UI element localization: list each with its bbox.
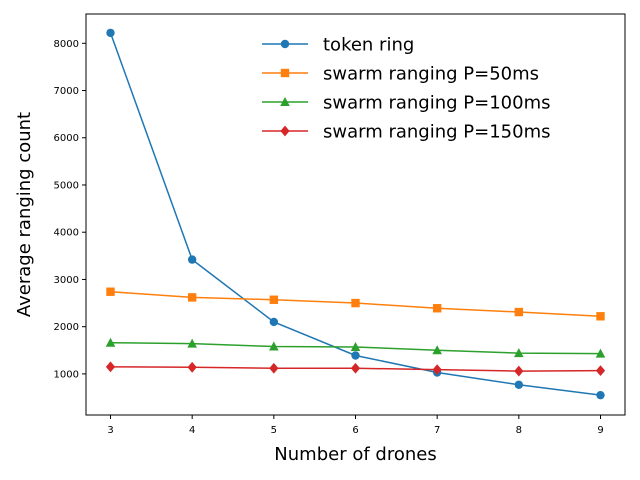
legend-label: token ring	[323, 35, 414, 56]
x-tick-label: 8	[516, 425, 522, 436]
data-point	[350, 341, 361, 351]
data-point	[106, 28, 115, 38]
y-tick-label: 3000	[54, 275, 79, 286]
legend-item: swarm ranging P=150ms	[262, 122, 551, 143]
legend-marker	[280, 125, 290, 137]
y-tick-label: 5000	[54, 180, 79, 191]
plot-layer	[105, 28, 606, 400]
series-2	[105, 337, 606, 358]
data-point	[595, 348, 606, 358]
data-point	[514, 365, 524, 377]
y-tick-label: 1000	[54, 369, 79, 380]
data-point	[105, 361, 116, 373]
data-point	[595, 365, 606, 377]
y-tick-label: 8000	[54, 39, 79, 50]
legend: token ring swarm ranging P=50ms swarm rang…	[262, 35, 551, 143]
legend-item: swarm ranging P=50ms	[262, 64, 539, 85]
data-point	[596, 312, 605, 321]
data-point	[269, 341, 279, 351]
y-axis-ticks: 1000 2000 3000 4000 5000 6000 7000 8000	[54, 39, 86, 380]
x-tick-label: 9	[597, 425, 603, 436]
y-tick-label: 2000	[54, 322, 79, 333]
data-point	[187, 293, 197, 302]
data-point	[187, 361, 197, 373]
data-point	[106, 287, 115, 296]
data-point	[432, 345, 442, 355]
data-point	[351, 298, 360, 308]
series-0	[106, 28, 605, 400]
data-point	[105, 337, 116, 347]
x-tick-label: 7	[434, 425, 440, 436]
data-point	[269, 295, 279, 304]
data-point	[514, 380, 524, 389]
data-point	[351, 351, 360, 360]
series-1	[106, 287, 605, 321]
x-axis-label: Number of drones	[274, 444, 436, 465]
data-point	[432, 364, 442, 376]
x-tick-label: 3	[107, 425, 113, 436]
legend-label: swarm ranging P=150ms	[323, 122, 551, 143]
y-tick-label: 6000	[54, 133, 79, 144]
x-tick-label: 6	[352, 425, 358, 436]
y-tick-label: 4000	[54, 228, 79, 239]
data-point	[432, 304, 442, 313]
data-point	[596, 390, 605, 400]
data-point	[269, 362, 279, 374]
legend-item: swarm ranging P=100ms	[262, 93, 551, 114]
data-point	[187, 255, 197, 264]
y-axis-label: Average ranging count	[14, 112, 35, 317]
x-axis-ticks: 3 4 5 6 7 8 9	[107, 415, 604, 436]
data-point	[350, 362, 361, 374]
x-tick-label: 5	[271, 425, 277, 436]
data-point	[187, 338, 197, 348]
legend-item: token ring	[262, 35, 414, 56]
data-point	[514, 348, 524, 358]
legend-label: swarm ranging P=100ms	[323, 93, 551, 114]
data-point	[269, 317, 279, 327]
legend-label: swarm ranging P=50ms	[323, 64, 539, 85]
x-tick-label: 4	[189, 425, 195, 436]
legend-marker	[280, 97, 290, 106]
legend-marker	[280, 39, 290, 49]
series-line	[109, 32, 601, 396]
data-point	[514, 307, 524, 317]
y-tick-label: 7000	[54, 86, 79, 97]
legend-marker	[280, 68, 290, 78]
series-3	[105, 361, 606, 377]
